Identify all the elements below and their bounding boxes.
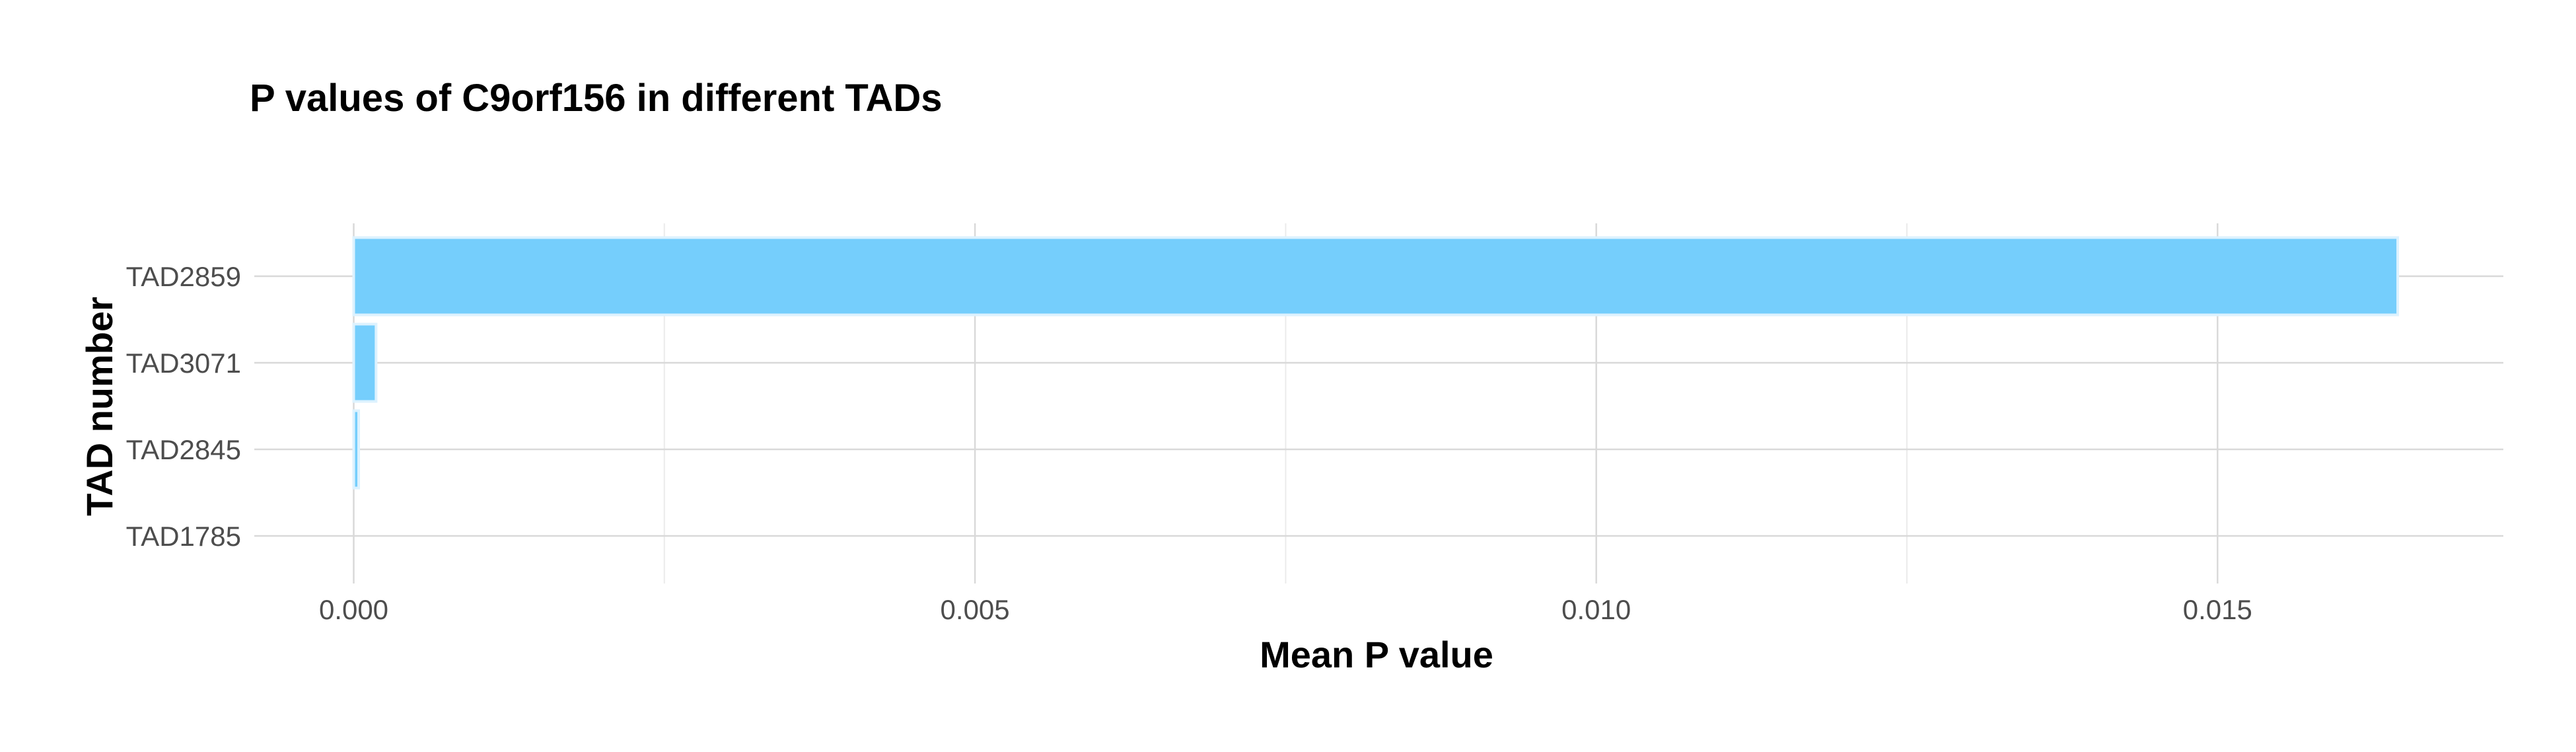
bar-tad2859 <box>353 238 2398 315</box>
bar-tad3071 <box>353 324 376 402</box>
y-tick-label: TAD2845 <box>126 434 241 465</box>
x-axis-title: Mean P value <box>1260 634 1493 675</box>
y-tick-label: TAD2859 <box>126 261 241 292</box>
x-tick-label: 0.005 <box>941 594 1010 625</box>
x-tick-label: 0.000 <box>319 594 388 625</box>
y-tick-label: TAD3071 <box>126 348 241 379</box>
bar-tad2845 <box>353 411 359 488</box>
y-axis-title: TAD number <box>79 297 120 516</box>
y-tick-labels: TAD2859 TAD3071 TAD2845 TAD1785 <box>126 261 241 552</box>
x-tick-label: 0.010 <box>1561 594 1631 625</box>
x-tick-label: 0.015 <box>2183 594 2252 625</box>
y-tick-label: TAD1785 <box>126 521 241 552</box>
chart-title: P values of C9orf156 in different TADs <box>250 77 943 120</box>
x-tick-labels: 0.000 0.005 0.010 0.015 <box>319 594 2252 625</box>
